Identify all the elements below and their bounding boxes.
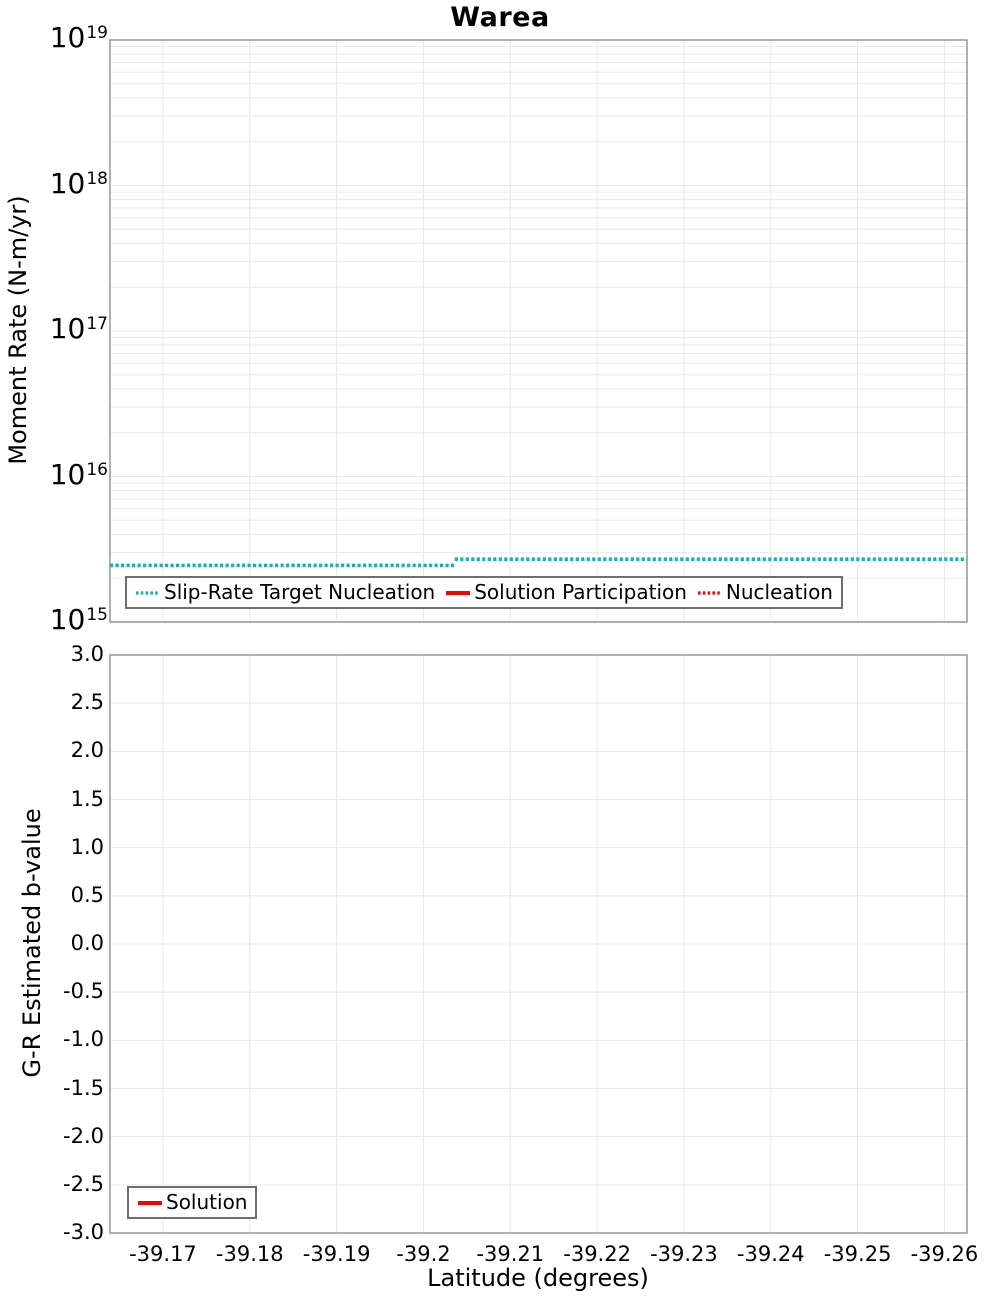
legend-label: Slip-Rate Target Nucleation bbox=[164, 580, 436, 604]
plot-border bbox=[109, 39, 968, 623]
y-axis-label-b-value: G-R Estimated b-value bbox=[18, 808, 46, 1078]
legend-swatch-dotted-icon bbox=[136, 590, 160, 595]
legend-item-solution-participation: Solution Participation bbox=[445, 580, 687, 605]
legend-b-value: Solution bbox=[127, 1186, 258, 1219]
legend-label: Solution Participation bbox=[474, 580, 687, 604]
legend-swatch-solid-icon bbox=[138, 1200, 162, 1205]
legend-swatch-solid-icon bbox=[446, 590, 471, 595]
legend-label: Nucleation bbox=[725, 580, 833, 604]
legend-item-slip-rate-target-nucleation: Slip-Rate Target Nucleation bbox=[135, 580, 435, 605]
x-axis-label-latitude: Latitude (degrees) bbox=[427, 1264, 649, 1292]
plot-area-moment-rate bbox=[109, 39, 968, 623]
legend-label: Solution bbox=[166, 1190, 248, 1214]
y-axis-label-moment-rate: Moment Rate (N-m/yr) bbox=[4, 195, 32, 465]
page-title: Warea bbox=[450, 2, 550, 33]
plot-area-b-value bbox=[109, 654, 968, 1234]
plot-border bbox=[109, 654, 968, 1234]
legend-item-solution: Solution bbox=[137, 1190, 247, 1215]
series-slip-rate-target-nucleation bbox=[110, 557, 967, 568]
legend-moment-rate: Slip-Rate Target Nucleation Solution Part… bbox=[125, 576, 843, 609]
legend-swatch-dotted-icon bbox=[697, 590, 722, 595]
legend-item-nucleation: Nucleation bbox=[697, 580, 833, 605]
